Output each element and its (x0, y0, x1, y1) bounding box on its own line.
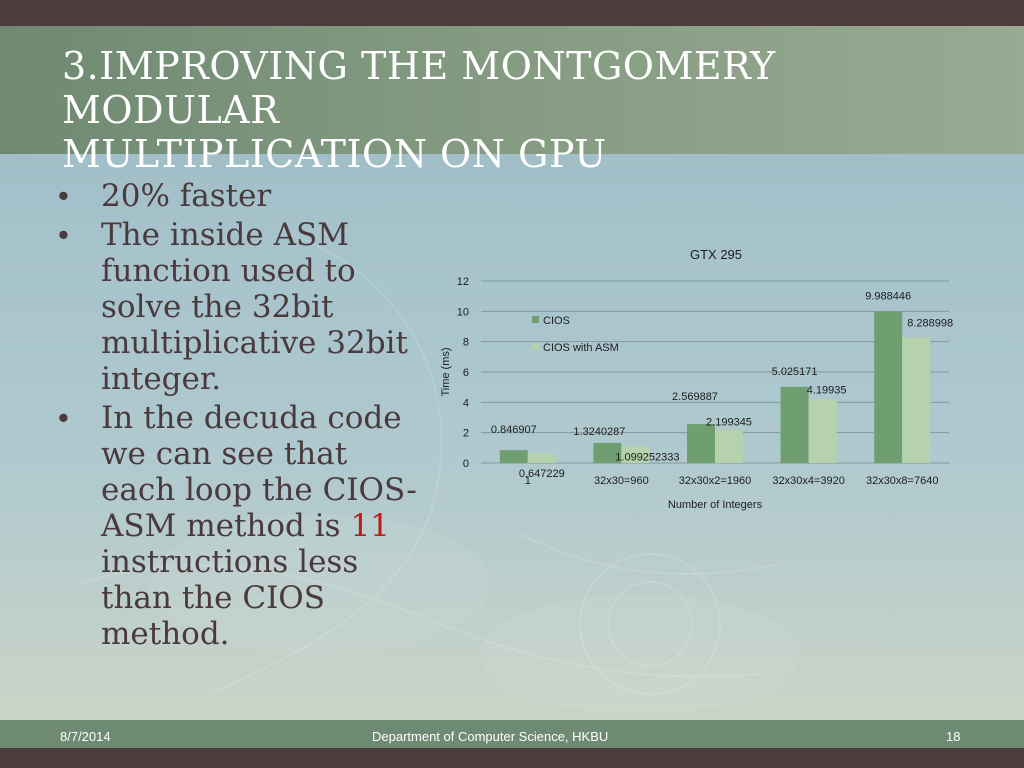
data-label: 9.988446 (865, 291, 911, 303)
data-label: 5.025171 (772, 366, 818, 378)
y-tick-label: 10 (457, 306, 469, 318)
bar-cios-with-asm (715, 429, 743, 463)
y-tick-label: 4 (463, 397, 469, 409)
x-tick-label: 32x30=960 (594, 475, 649, 487)
footer-band (0, 720, 1024, 748)
legend-label: CIOS with ASM (543, 342, 619, 354)
bullet-text: The inside ASM function used to solve th… (101, 217, 408, 397)
y-tick-label: 6 (463, 367, 469, 379)
slide-title-line-1: 3.Improving the Montgomery Modular (62, 44, 776, 132)
instruction-count-highlight: 11 (350, 508, 390, 544)
y-tick-label: 0 (463, 458, 469, 470)
bar-cios-with-asm (808, 399, 837, 463)
legend-swatch (532, 343, 539, 350)
bullet-text-prefix: In the decuda code we can see that each … (101, 400, 417, 544)
chart-title: GTX 295 (690, 247, 742, 262)
bar-cios (687, 424, 715, 463)
slide-title-line-2: Multiplication on GPU (62, 132, 607, 176)
data-label: 0.846907 (491, 424, 537, 436)
bar-chart: GTX 295 0 2 4 6 8 10 12 Time (ms) 0.846907 0.64722… (440, 247, 953, 511)
legend-swatch (532, 316, 539, 323)
data-label: 4.19935 (807, 384, 847, 396)
legend-label: CIOS (543, 315, 570, 327)
bullet-text-suffix: instructions less than the CIOS method. (101, 544, 359, 652)
bottom-bar (0, 748, 1024, 768)
top-bar (0, 0, 1024, 26)
x-axis-title: Number of Integers (668, 499, 763, 511)
x-tick-label: 32x30x8=7640 (866, 475, 938, 487)
bullet-list: • 20% faster • The inside ASM function u… (58, 178, 428, 655)
bar-cios (499, 450, 528, 463)
footer-department: Department of Computer Science, HKBU (372, 729, 609, 744)
y-tick-label: 2 (463, 428, 469, 440)
slide-title: 3.Improving the Montgomery Modular Multi… (62, 44, 1002, 176)
bullet-item: • 20% faster (58, 178, 428, 214)
bullet-dot: • (58, 217, 69, 252)
chart-container: GTX 295 0 2 4 6 8 10 12 Time (ms) 0.846907 0.64722… (432, 240, 1022, 530)
data-label: 0.647229 (519, 468, 565, 480)
bar-cios-with-asm (902, 337, 931, 463)
data-label: 2.569887 (672, 391, 718, 403)
x-tick-label: 32x30x2=1960 (679, 475, 751, 487)
data-label: 1.3240287 (573, 426, 625, 438)
y-tick-label: 12 (457, 276, 469, 288)
x-tick-label: 1 (525, 475, 531, 487)
bullet-dot: • (58, 400, 69, 435)
bullet-text: 20% faster (101, 178, 272, 214)
bullet-dot: • (58, 178, 69, 213)
data-label: 2.199345 (706, 417, 752, 429)
bar-cios (780, 386, 809, 463)
bar-cios-with-asm (527, 453, 556, 463)
y-tick-label: 8 (463, 337, 469, 349)
bullet-item: • The inside ASM function used to solve … (58, 217, 428, 397)
data-label: 8.288998 (907, 317, 953, 329)
y-axis-title: Time (ms) (440, 347, 452, 396)
bar-cios (874, 311, 903, 463)
bullet-item: • In the decuda code we can see that eac… (58, 400, 428, 652)
bar-cios-with-asm (621, 446, 650, 463)
title-band (0, 26, 1024, 154)
footer-page-number: 18 (946, 729, 961, 744)
footer-date: 8/7/2014 (60, 729, 111, 744)
x-tick-label: 32x30x4=3920 (772, 475, 844, 487)
bar-cios (593, 442, 622, 463)
data-label: 1.099252333 (615, 451, 679, 463)
